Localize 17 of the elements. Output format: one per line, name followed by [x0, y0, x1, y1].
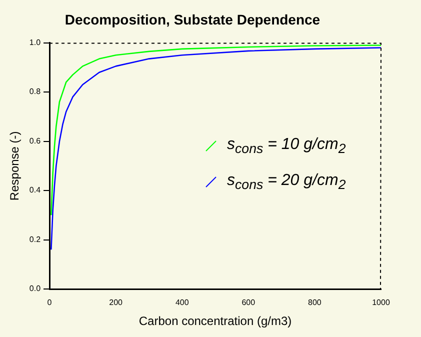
- chart-title: Decomposition, Substate Dependence: [64, 11, 320, 28]
- legend-label: s$_{cons}$ = 10 g/cm$_{2}$: [227, 136, 346, 156]
- x-tick-label: 800: [308, 298, 322, 308]
- y-tick-label: 0.6: [29, 136, 42, 146]
- y-tick-label: 0.4: [29, 186, 42, 195]
- y-tick-label: 0.0: [29, 284, 42, 294]
- x-axis-title: Carbon concentration (g/m3): [138, 314, 292, 328]
- x-tick-label: 1000: [372, 298, 390, 308]
- x-tick-label: 200: [109, 298, 124, 308]
- y-axis-title: Response (-): [8, 131, 22, 201]
- y-tick-label: 0.8: [29, 87, 42, 96]
- y-tick-label: 0.2: [29, 234, 42, 244]
- x-tick-label: 0: [47, 298, 52, 308]
- y-tick-label: 1.0: [29, 38, 42, 48]
- x-tick-label: 400: [175, 298, 190, 308]
- x-tick-label: 600: [242, 298, 256, 308]
- legend-label: s$_{cons}$ = 20 g/cm$_{2}$: [227, 172, 346, 192]
